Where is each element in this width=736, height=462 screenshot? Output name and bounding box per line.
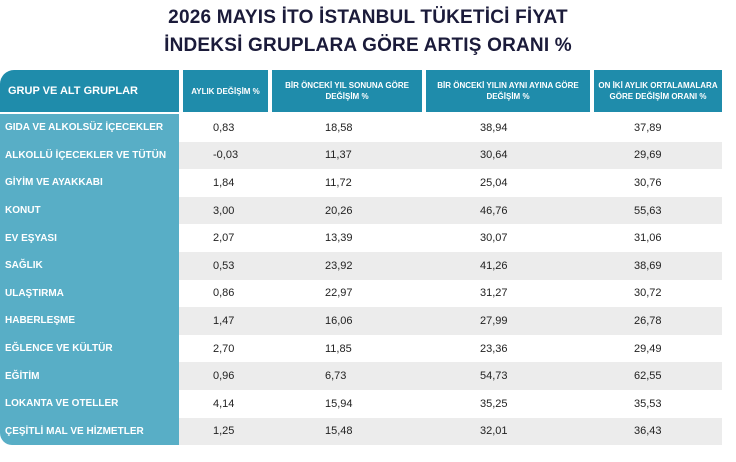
cell-yoy: 38,94 — [480, 121, 508, 134]
column-header-ytd: BİR ÖNCEKİ YIL SONUNA GÖRE DEĞİŞİM % — [272, 70, 422, 112]
cell-ytd: 13,39 — [325, 232, 353, 245]
column-header-monthly: AYLIK DEĞİŞİM % — [183, 70, 268, 112]
row-group-label: LOKANTA VE OTELLER — [0, 390, 179, 418]
cell-yoy: 23,36 — [480, 342, 508, 355]
cell-yoy: 54,73 — [480, 370, 508, 383]
cell-yoy: 27,99 — [480, 314, 508, 327]
cell-ytd: 11,85 — [325, 342, 352, 355]
cell-yoy: 35,25 — [480, 397, 508, 410]
cell-yoy: 25,04 — [480, 176, 508, 189]
row-group-label: ÇEŞİTLİ MAL VE HİZMETLER — [0, 417, 179, 446]
cell-12m-avg: 29,49 — [634, 342, 662, 355]
table-row — [179, 417, 722, 446]
row-group-label: KONUT — [0, 196, 179, 225]
cell-12m-avg: 29,69 — [634, 149, 662, 162]
cell-yoy: 30,07 — [480, 232, 508, 245]
row-group-label: SAĞLIK — [0, 252, 179, 280]
cell-ytd: 20,26 — [325, 204, 353, 217]
cell-monthly: 0,86 — [213, 287, 235, 300]
row-group-label: GİYİM VE AYAKKABI — [0, 169, 179, 197]
cell-12m-avg: 35,53 — [634, 397, 662, 410]
cell-monthly: 2,70 — [213, 342, 235, 355]
cell-yoy: 46,76 — [480, 204, 508, 217]
row-group-label: ALKOLLÜ İÇECEKLER VE TÜTÜN — [0, 141, 179, 170]
cell-12m-avg: 36,43 — [634, 425, 662, 438]
cell-12m-avg: 30,76 — [634, 176, 662, 189]
column-header-group: GRUP VE ALT GRUPLAR — [0, 70, 179, 112]
cell-monthly: 1,25 — [213, 425, 235, 438]
cell-ytd: 23,92 — [325, 259, 353, 272]
cell-12m-avg: 55,63 — [634, 204, 662, 217]
table-row — [179, 307, 722, 335]
cell-12m-avg: 31,06 — [634, 232, 662, 245]
cell-ytd: 11,37 — [325, 149, 352, 162]
table-row — [179, 252, 722, 280]
cell-ytd: 6,73 — [325, 370, 347, 383]
page-title-line-2: İNDEKSİ GRUPLARA GÖRE ARTIŞ ORANI % — [164, 35, 572, 56]
cell-ytd: 15,94 — [325, 397, 353, 410]
table-row — [179, 362, 722, 390]
row-group-label: EĞLENCE VE KÜLTÜR — [0, 334, 179, 363]
cell-12m-avg: 62,55 — [634, 370, 662, 383]
cell-12m-avg: 37,89 — [634, 121, 662, 134]
row-group-label: ULAŞTIRMA — [0, 279, 179, 308]
cell-ytd: 18,58 — [325, 121, 353, 134]
cell-monthly: 2,07 — [213, 232, 235, 245]
cell-12m-avg: 26,78 — [634, 314, 662, 327]
cell-monthly: -0,03 — [213, 149, 239, 162]
cell-monthly: 4,14 — [213, 397, 235, 410]
cell-12m-avg: 30,72 — [634, 287, 662, 300]
row-group-label: HABERLEŞME — [0, 307, 179, 335]
column-header-12m-avg: ON İKİ AYLIK ORTALAMALARA GÖRE DEĞİŞİM O… — [594, 70, 722, 112]
column-header-yoy: BİR ÖNCEKİ YILIN AYNI AYINA GÖRE DEĞİŞİM… — [426, 70, 590, 112]
cell-ytd: 11,72 — [325, 176, 352, 189]
cell-yoy: 41,26 — [480, 259, 508, 272]
cell-monthly: 1,84 — [213, 176, 235, 189]
cell-yoy: 32,01 — [480, 425, 508, 438]
row-group-label: GIDA VE ALKOLSÜZ İÇECEKLER — [0, 114, 179, 142]
table-row — [179, 196, 722, 225]
cell-ytd: 16,06 — [325, 314, 353, 327]
cell-ytd: 22,97 — [325, 287, 353, 300]
cell-monthly: 0,83 — [213, 121, 235, 134]
page-title-line-1: 2026 MAYIS İTO İSTANBUL TÜKETİCİ FİYAT — [168, 7, 568, 28]
row-group-label: EĞİTİM — [0, 362, 179, 390]
cell-12m-avg: 38,69 — [634, 259, 662, 272]
table-row — [179, 141, 722, 170]
row-group-label: EV EŞYASI — [0, 224, 179, 252]
cell-monthly: 0,96 — [213, 370, 235, 383]
cell-monthly: 3,00 — [213, 204, 235, 217]
cell-monthly: 0,53 — [213, 259, 235, 272]
cell-ytd: 15,48 — [325, 425, 353, 438]
cell-yoy: 31,27 — [480, 287, 508, 300]
cell-monthly: 1,47 — [213, 314, 235, 327]
cell-yoy: 30,64 — [480, 149, 508, 162]
